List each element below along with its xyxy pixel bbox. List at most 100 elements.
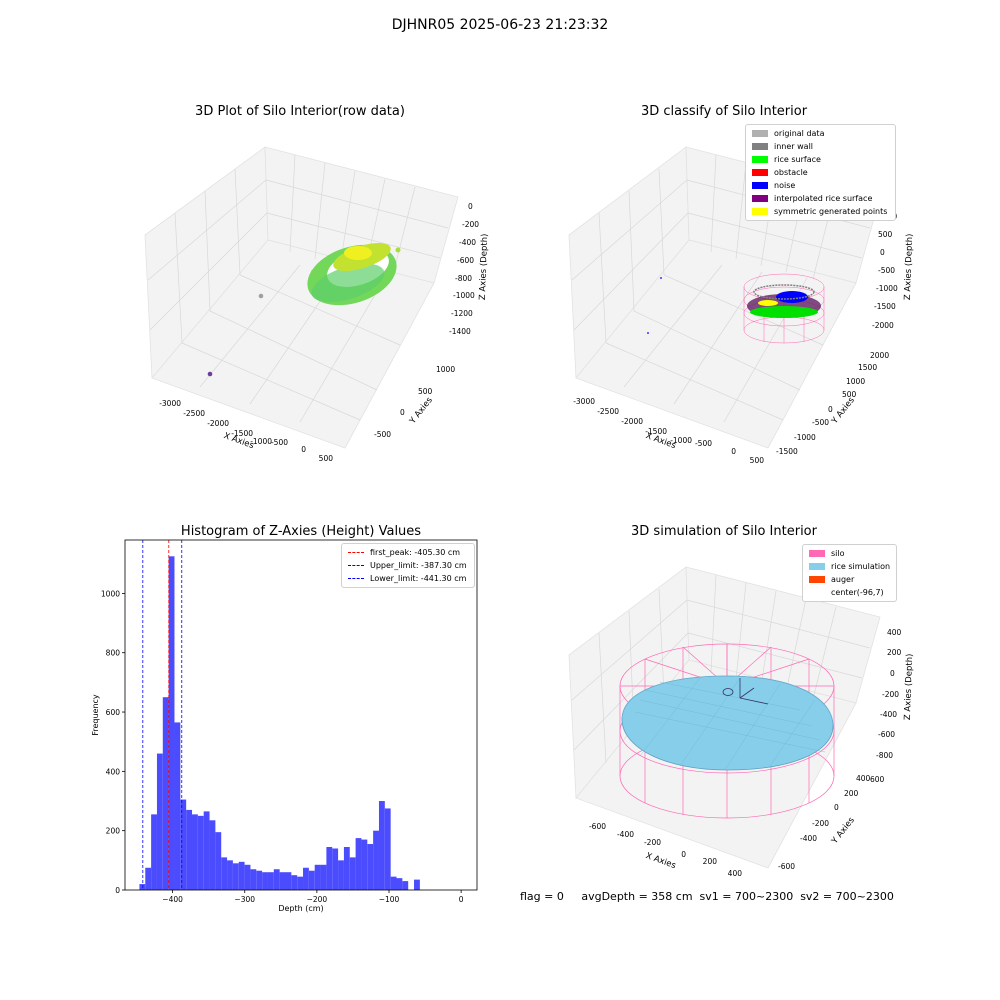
- plot2-ytick: -1000: [794, 433, 816, 442]
- hist-legend: first_peak: -405.30 cm Upper_limit: -387…: [341, 543, 475, 588]
- status-line: flag = 0 avgDepth = 358 cm sv1 = 700~230…: [520, 890, 894, 903]
- hist-bar: [326, 846, 333, 890]
- plot1-zlabel: Z Axies (Depth): [478, 233, 490, 300]
- hist-ytick-label: 200: [106, 827, 121, 836]
- hist-bar: [215, 832, 222, 890]
- legend-item: first_peak: -405.30 cm: [342, 546, 474, 559]
- plot4-xtick: -600: [589, 822, 606, 831]
- hist-bar: [338, 860, 344, 890]
- legend-label: interpolated rice surface: [774, 194, 873, 203]
- plot4-xtick: -400: [617, 830, 634, 839]
- plot2-ztick: 500: [878, 230, 893, 239]
- legend-item: auger: [803, 573, 896, 586]
- legend-swatch: [752, 143, 768, 150]
- plot2-ztick: 0: [880, 248, 885, 257]
- plot2-noise: [776, 291, 808, 303]
- plot4-ztick: 0: [890, 669, 895, 678]
- plot4-ztick: -600: [878, 730, 895, 739]
- legend-label: rice surface: [774, 155, 821, 164]
- legend-item: original data: [746, 127, 895, 140]
- hist-bar: [291, 875, 298, 890]
- plot4-ztick: -200: [882, 690, 899, 699]
- hist-bar: [355, 838, 362, 890]
- legend-item: obstacle: [746, 166, 895, 179]
- plot4-ztick: -400: [880, 710, 897, 719]
- legend-swatch: [752, 156, 768, 163]
- hist-ylabel: Frequency: [91, 694, 100, 736]
- hist-bar: [396, 878, 403, 890]
- hist-bar: [361, 839, 368, 890]
- plot1-xtick: -1500: [231, 429, 253, 438]
- legend-label: auger: [831, 575, 855, 584]
- legend-item: noise: [746, 179, 895, 192]
- plot4-ylabel: Y Axies: [829, 815, 857, 847]
- plot1-ytick: 0: [400, 408, 405, 417]
- hist-bar: [297, 876, 304, 890]
- hist-bar: [192, 814, 198, 890]
- legend-item: Lower_limit: -441.30 cm: [342, 572, 474, 585]
- hist-bar: [139, 884, 146, 890]
- plot2-ytick: 0: [828, 405, 833, 414]
- plot2-ytick: -1500: [776, 447, 798, 456]
- hist-bar: [221, 857, 228, 890]
- plot2-xtick: -2000: [621, 417, 643, 426]
- hist-bar: [367, 844, 374, 890]
- hist-frame: [124, 539, 478, 891]
- plot1-xtick: -1000: [250, 437, 272, 446]
- legend-item: Upper_limit: -387.30 cm: [342, 559, 474, 572]
- legend-swatch: [752, 169, 768, 176]
- plot1-ztick: -1400: [449, 327, 471, 336]
- plot4-ztick: -800: [876, 751, 893, 760]
- hist-bar: [250, 869, 257, 890]
- legend-label: first_peak: -405.30 cm: [370, 548, 461, 557]
- hist-bar: [373, 830, 379, 890]
- legend-line: [348, 578, 364, 579]
- hist-bar: [320, 864, 327, 890]
- hist-ytick-label: 600: [106, 708, 121, 717]
- hist-bar: [279, 872, 286, 890]
- plot4-xtick: 400: [728, 869, 743, 878]
- legend-label: obstacle: [774, 168, 808, 177]
- hist-bar: [232, 863, 239, 890]
- hist-bar: [384, 808, 391, 890]
- legend-label: noise: [774, 181, 796, 190]
- hist-bar: [285, 872, 292, 890]
- hist-bar: [378, 801, 385, 890]
- hist-bar: [343, 846, 350, 890]
- plot4-ytick: 200: [844, 789, 859, 798]
- plot2-ytick: 1000: [846, 377, 865, 386]
- plot2-xtick: -2500: [597, 407, 619, 416]
- legend-item: center(-96,7): [803, 586, 896, 599]
- plot2-ytick: -500: [812, 418, 829, 427]
- plot1-ztick: -800: [455, 274, 472, 283]
- plot1-title: 3D Plot of Silo Interior(row data): [195, 104, 405, 119]
- histogram-chart: −400 −300 −200 −100 0 0 200 400 600 800 1000 Dept…: [91, 539, 478, 913]
- hist-bar: [162, 697, 169, 890]
- plot2-rice-surface: [750, 306, 818, 318]
- plot4-ytick: 600: [870, 775, 885, 784]
- plot4-zlabel: Z Axies (Depth): [903, 653, 915, 720]
- hist-bar: [174, 722, 181, 890]
- plot2-xtick: -1000: [670, 436, 692, 445]
- plot2-ztick: -1500: [874, 302, 896, 311]
- legend-swatch: [809, 576, 825, 583]
- hist-title: Histogram of Z-Axies (Height) Values: [180, 524, 422, 539]
- plot2-inner-wall: [753, 284, 815, 300]
- legend-item: rice surface: [746, 153, 895, 166]
- plot4-rice-surface: [621, 675, 834, 771]
- legend-swatch: [809, 563, 825, 570]
- plot1-outlier-point: [258, 293, 264, 299]
- hist-bar: [180, 799, 187, 890]
- plot2-xtick: -500: [695, 439, 712, 448]
- legend-line: [348, 552, 364, 553]
- hist-xtick-label: −400: [162, 895, 183, 904]
- hist-bar: [402, 881, 409, 890]
- legend-label: center(-96,7): [831, 588, 884, 597]
- plot4-ytick: -600: [778, 862, 795, 871]
- plot4-ytick: 0: [834, 803, 839, 812]
- plot2-zlabel: Z Axies (Depth): [903, 233, 915, 300]
- hist-bar: [349, 857, 356, 890]
- plot2-title: 3D classify of Silo Interior: [640, 104, 808, 119]
- plot4-ztick: 200: [887, 648, 902, 657]
- hist-bar: [262, 872, 268, 890]
